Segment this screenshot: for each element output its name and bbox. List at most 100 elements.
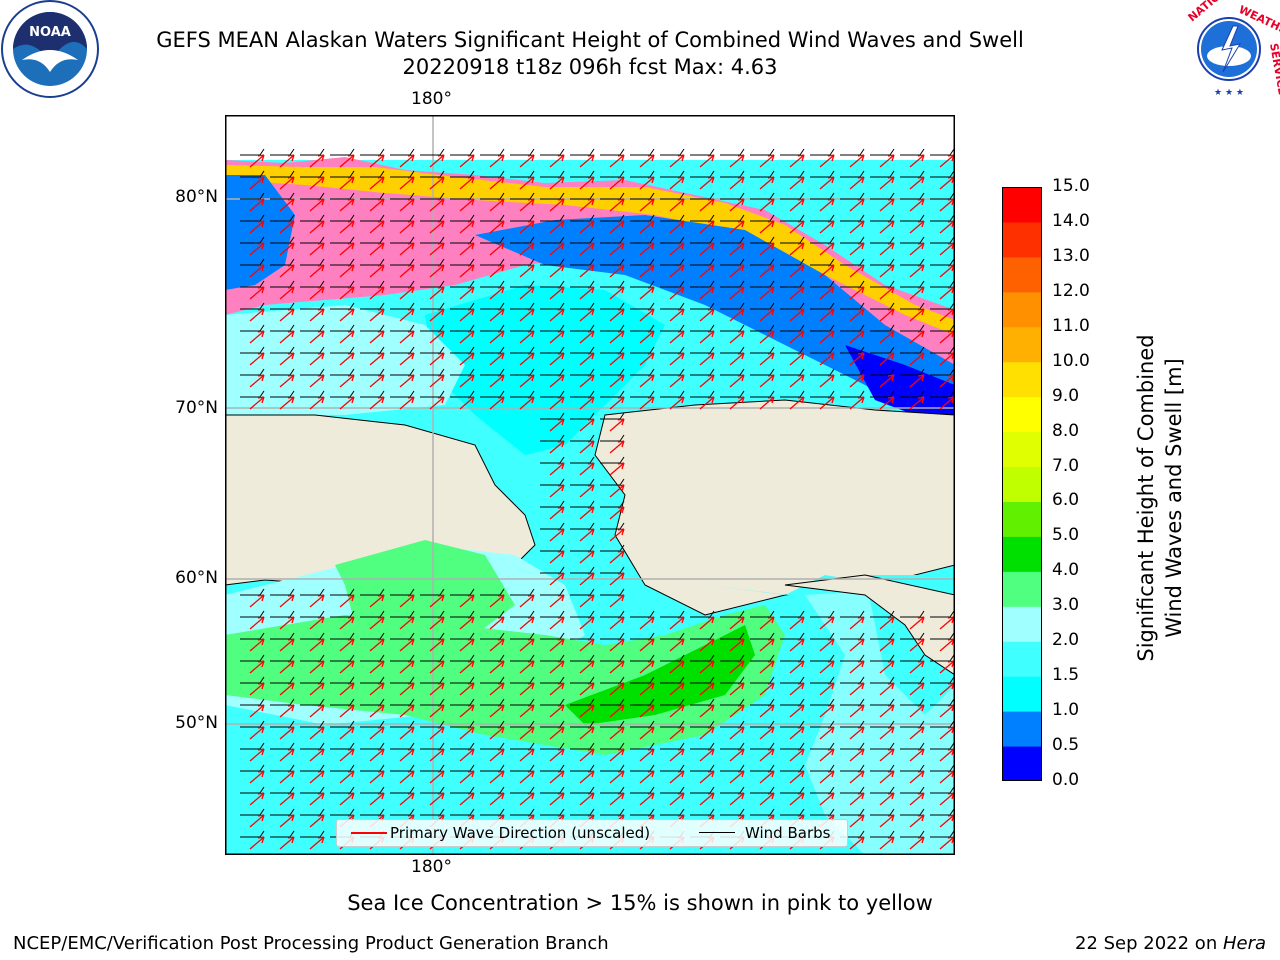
wind-barb — [630, 170, 655, 178]
wind-barb — [690, 632, 715, 640]
wave-direction-arrow — [339, 374, 355, 388]
wind-barb — [930, 192, 955, 200]
wave-direction-arrow — [579, 242, 595, 256]
wave-direction-arrow — [669, 638, 685, 652]
wind-barb — [300, 236, 325, 244]
wind-barb — [660, 346, 685, 354]
wave-direction-arrow — [759, 330, 775, 344]
wind-barb — [270, 192, 295, 200]
wind-barb — [600, 302, 625, 310]
wind-barb — [900, 764, 925, 772]
wind-barb — [630, 698, 655, 706]
wind-barb — [540, 412, 565, 420]
wind-barb — [540, 346, 565, 354]
wind-barb — [600, 544, 625, 552]
wind-barb — [240, 830, 265, 838]
wind-barb — [330, 720, 355, 728]
wave-direction-arrow — [549, 726, 565, 740]
wave-direction-arrow — [369, 242, 385, 256]
wind-barb — [870, 390, 895, 398]
wave-direction-arrow — [579, 330, 595, 344]
wave-direction-arrow — [429, 198, 445, 212]
wave-direction-arrow — [339, 220, 355, 234]
colorbar-segment — [1002, 501, 1042, 537]
wind-barb — [570, 632, 595, 640]
wind-barb — [330, 786, 355, 794]
wave-direction-arrow — [399, 308, 415, 322]
wind-barb — [570, 192, 595, 200]
wave-direction-arrow — [549, 682, 565, 696]
wind-barb — [450, 610, 475, 618]
wave-direction-arrow — [579, 396, 595, 410]
wave-direction-arrow — [789, 198, 805, 212]
wind-barb — [510, 698, 535, 706]
wave-direction-arrow — [789, 748, 805, 762]
wave-direction-arrow — [579, 352, 595, 366]
wave-direction-arrow — [639, 792, 655, 806]
wind-barb — [690, 654, 715, 662]
lat-label-60n: 60°N — [175, 568, 218, 588]
wave-direction-arrow — [369, 198, 385, 212]
wind-barb — [780, 676, 805, 684]
wave-direction-arrow — [879, 660, 895, 674]
wind-barb — [660, 368, 685, 376]
wave-direction-arrow — [699, 704, 715, 718]
wind-barb — [570, 478, 595, 486]
wave-direction-arrow — [399, 286, 415, 300]
wave-direction-arrow — [489, 242, 505, 256]
wave-direction-arrow — [369, 176, 385, 190]
wave-direction-arrow — [279, 704, 295, 718]
wave-direction-arrow — [249, 264, 265, 278]
wind-barb — [900, 698, 925, 706]
wind-barb — [570, 280, 595, 288]
wave-direction-arrow — [879, 704, 895, 718]
wind-barb — [870, 632, 895, 640]
wave-direction-arrow — [579, 616, 595, 630]
wind-barb — [510, 588, 535, 596]
wave-direction-arrow — [279, 374, 295, 388]
wave-direction-arrow — [369, 264, 385, 278]
wave-direction-arrow — [609, 792, 625, 806]
wind-barb — [360, 280, 385, 288]
wind-barb — [330, 610, 355, 618]
wave-direction-arrow — [339, 660, 355, 674]
wind-barb — [360, 324, 385, 332]
wind-barb — [690, 324, 715, 332]
wave-direction-arrow — [249, 396, 265, 410]
wave-direction-arrow — [249, 660, 265, 674]
wind-barb — [810, 214, 835, 222]
wave-direction-arrow — [489, 594, 505, 608]
wind-barb — [360, 302, 385, 310]
wave-direction-arrow — [429, 330, 445, 344]
wave-direction-arrow — [309, 330, 325, 344]
wind-barb — [600, 324, 625, 332]
wind-barb — [330, 280, 355, 288]
wind-barb — [540, 610, 565, 618]
wind-barb — [780, 654, 805, 662]
wind-barb — [810, 148, 835, 156]
wave-direction-arrow — [399, 330, 415, 344]
wind-barb — [450, 192, 475, 200]
wave-direction-arrow — [399, 748, 415, 762]
wave-direction-arrow — [849, 792, 865, 806]
wind-barb — [660, 170, 685, 178]
wave-direction-arrow — [669, 154, 685, 168]
wind-barb — [270, 236, 295, 244]
wind-barb — [300, 346, 325, 354]
wave-direction-arrow — [519, 352, 535, 366]
wind-barb — [660, 148, 685, 156]
wave-direction-arrow — [879, 396, 895, 410]
wind-barb — [420, 214, 445, 222]
wind-barb — [240, 346, 265, 354]
wind-barb — [570, 698, 595, 706]
wind-barb — [570, 456, 595, 464]
wind-barb — [390, 148, 415, 156]
wave-direction-arrow — [279, 220, 295, 234]
wave-direction-arrow — [429, 660, 445, 674]
wind-barb — [810, 808, 835, 816]
wind-barb — [630, 720, 655, 728]
wind-barb — [240, 654, 265, 662]
wind-barb — [660, 654, 685, 662]
wave-direction-arrow — [609, 528, 625, 542]
wave-direction-arrow — [639, 352, 655, 366]
